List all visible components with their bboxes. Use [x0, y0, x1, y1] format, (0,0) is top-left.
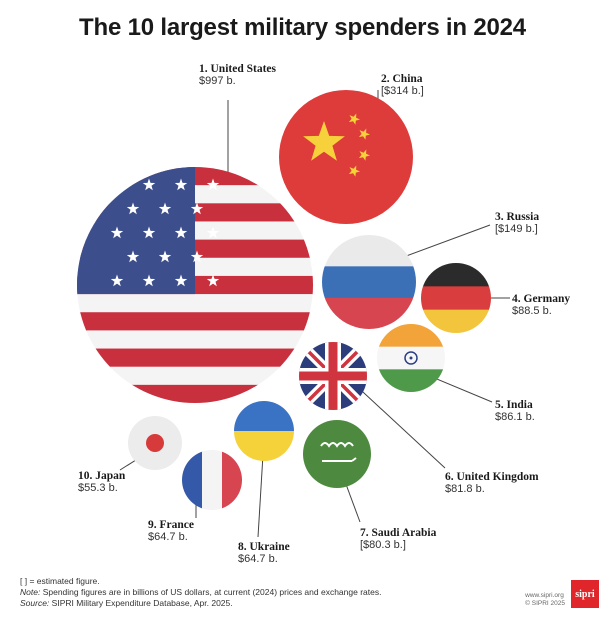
japan-label: 10. Japan — [78, 470, 126, 482]
france-flag-bubble — [182, 450, 242, 510]
chart-title: The 10 largest military spenders in 2024 — [79, 14, 526, 41]
ukraine-flag-bubble — [234, 401, 294, 461]
united-kingdom-leader-line — [349, 379, 446, 469]
japan-flag-bubble — [128, 416, 182, 470]
germany-flag-bubble — [421, 263, 491, 333]
united-kingdom-label: 6. United Kingdom — [445, 471, 539, 483]
saudi-arabia-flag-bubble — [303, 420, 371, 488]
footer-source: Source: SIPRI Military Expenditure Datab… — [20, 598, 233, 608]
united-kingdom-value-label: $81.8 b. — [445, 483, 485, 495]
germany-value-label: $88.5 b. — [512, 305, 552, 317]
ukraine-label: 8. Ukraine — [238, 541, 290, 553]
footer-spending-note: Note: Spending figures are in billions o… — [20, 587, 382, 597]
united-kingdom-flag-bubble — [299, 342, 367, 410]
china-label: 2. China — [381, 73, 423, 85]
sipri-logo: sipri — [571, 580, 599, 608]
russia-flag-bubble — [322, 235, 416, 329]
credit: www.sipri.org © SIPRI 2025 — [525, 592, 565, 608]
france-label: 9. France — [148, 519, 194, 531]
footer-notes: [ ] = estimated figure. Note: Spending f… — [20, 576, 381, 609]
india-label: 5. India — [495, 399, 533, 411]
footer-estimate-note: [ ] = estimated figure. — [20, 576, 100, 586]
india-value-label: $86.1 b. — [495, 411, 535, 423]
united-states-flag-bubble — [77, 167, 313, 403]
united-states-value-label: $997 b. — [199, 75, 236, 87]
ukraine-value-label: $64.7 b. — [238, 553, 278, 565]
japan-value-label: $55.3 b. — [78, 482, 118, 494]
germany-label: 4. Germany — [512, 293, 570, 305]
united-states-label: 1. United States — [199, 63, 277, 75]
saudi-arabia-value-label: [$80.3 b.] — [360, 539, 406, 551]
russia-value-label: [$149 b.] — [495, 223, 538, 235]
india-flag-bubble — [377, 324, 445, 392]
china-value-label: [$314 b.] — [381, 85, 424, 97]
credit-url[interactable]: www.sipri.org — [525, 592, 564, 599]
france-value-label: $64.7 b. — [148, 531, 188, 543]
russia-label: 3. Russia — [495, 211, 539, 223]
china-flag-bubble — [279, 90, 413, 224]
credit-copyright: © SIPRI 2025 — [525, 600, 565, 607]
saudi-arabia-label: 7. Saudi Arabia — [360, 527, 437, 539]
